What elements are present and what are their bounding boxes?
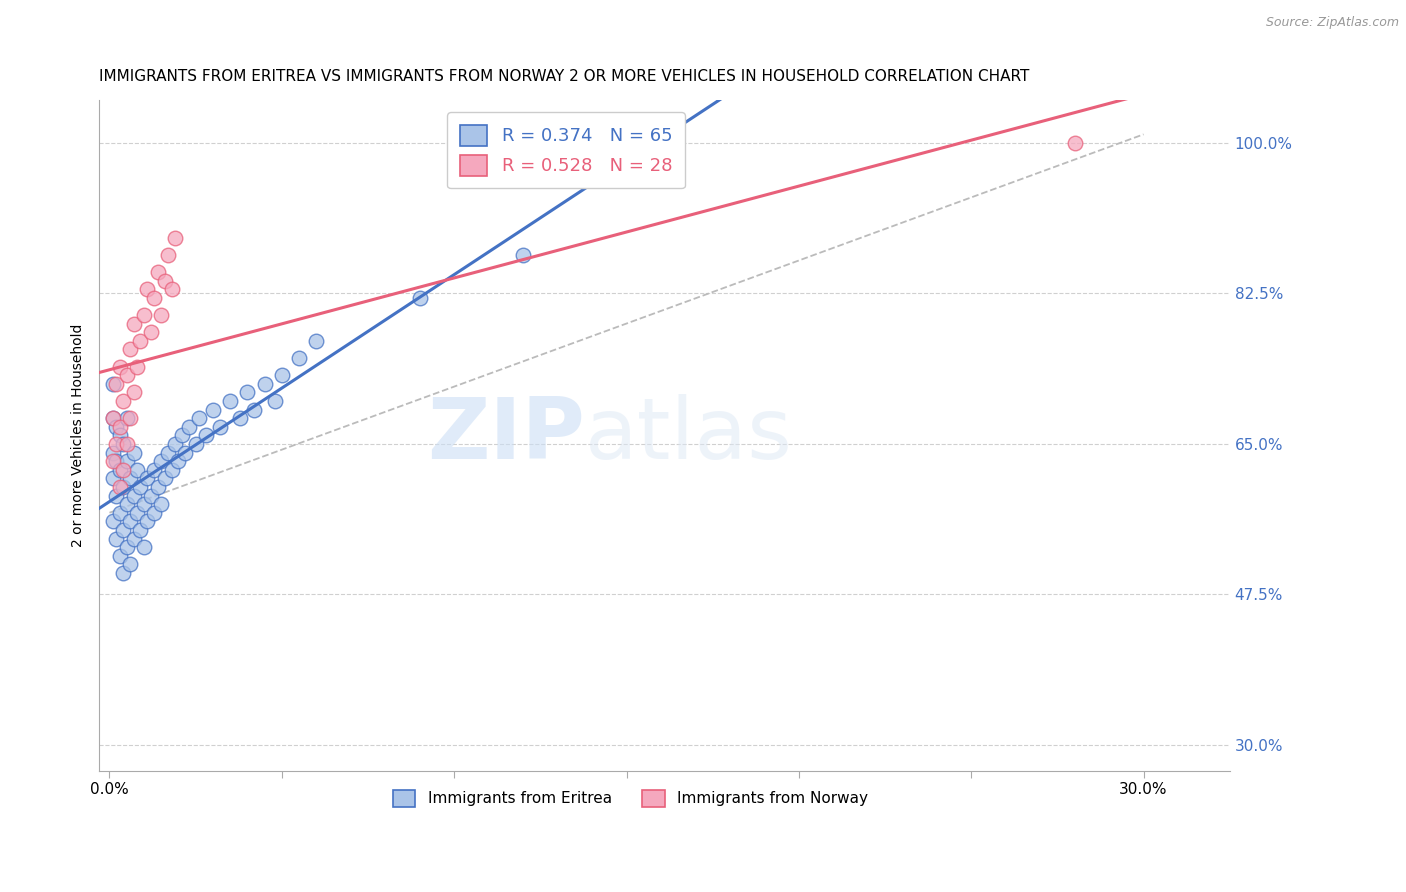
- Point: [150, 308, 173, 322]
- Point: [136, 514, 159, 528]
- Point: [143, 506, 166, 520]
- Point: [105, 532, 128, 546]
- Point: [115, 437, 138, 451]
- Point: [122, 532, 145, 546]
- Point: [105, 454, 128, 468]
- Point: [153, 274, 176, 288]
- Point: [163, 230, 186, 244]
- Point: [122, 385, 145, 400]
- Point: [129, 480, 152, 494]
- Point: [120, 411, 142, 425]
- Point: [108, 419, 131, 434]
- Point: [253, 376, 276, 391]
- Point: [101, 411, 124, 425]
- Point: [174, 445, 197, 459]
- Point: [108, 359, 131, 374]
- Point: [177, 419, 200, 434]
- Point: [108, 428, 131, 442]
- Point: [112, 463, 135, 477]
- Point: [120, 471, 142, 485]
- Text: atlas: atlas: [585, 394, 793, 477]
- Point: [101, 445, 124, 459]
- Text: IMMIGRANTS FROM ERITREA VS IMMIGRANTS FROM NORWAY 2 OR MORE VEHICLES IN HOUSEHOL: IMMIGRANTS FROM ERITREA VS IMMIGRANTS FR…: [100, 69, 1029, 84]
- Point: [136, 471, 159, 485]
- Point: [120, 558, 142, 572]
- Point: [150, 497, 173, 511]
- Point: [129, 334, 152, 348]
- Point: [125, 463, 148, 477]
- Point: [122, 489, 145, 503]
- Point: [108, 549, 131, 563]
- Point: [188, 411, 211, 425]
- Point: [136, 282, 159, 296]
- Point: [115, 497, 138, 511]
- Point: [122, 317, 145, 331]
- Point: [101, 514, 124, 528]
- Point: [146, 480, 169, 494]
- Point: [105, 437, 128, 451]
- Point: [146, 265, 169, 279]
- Point: [163, 437, 186, 451]
- Point: [157, 248, 180, 262]
- Point: [143, 463, 166, 477]
- Point: [105, 419, 128, 434]
- Legend: Immigrants from Eritrea, Immigrants from Norway: Immigrants from Eritrea, Immigrants from…: [387, 783, 875, 814]
- Point: [270, 368, 292, 383]
- Point: [120, 343, 142, 357]
- Point: [184, 437, 207, 451]
- Point: [236, 385, 259, 400]
- Y-axis label: 2 or more Vehicles in Household: 2 or more Vehicles in Household: [72, 324, 86, 547]
- Point: [115, 540, 138, 554]
- Point: [108, 480, 131, 494]
- Point: [101, 411, 124, 425]
- Text: ZIP: ZIP: [427, 394, 585, 477]
- Point: [132, 540, 155, 554]
- Point: [219, 393, 242, 408]
- Point: [132, 497, 155, 511]
- Point: [101, 376, 124, 391]
- Point: [243, 402, 266, 417]
- Point: [112, 480, 135, 494]
- Point: [195, 428, 218, 442]
- Point: [512, 248, 534, 262]
- Point: [122, 445, 145, 459]
- Point: [264, 393, 287, 408]
- Point: [160, 463, 183, 477]
- Point: [115, 368, 138, 383]
- Point: [139, 325, 162, 339]
- Point: [112, 566, 135, 580]
- Text: Source: ZipAtlas.com: Source: ZipAtlas.com: [1265, 16, 1399, 29]
- Point: [1063, 136, 1085, 150]
- Point: [208, 419, 231, 434]
- Point: [105, 489, 128, 503]
- Point: [101, 471, 124, 485]
- Point: [115, 411, 138, 425]
- Point: [129, 523, 152, 537]
- Point: [409, 291, 432, 305]
- Point: [160, 282, 183, 296]
- Point: [112, 523, 135, 537]
- Point: [167, 454, 190, 468]
- Point: [112, 393, 135, 408]
- Point: [120, 514, 142, 528]
- Point: [132, 308, 155, 322]
- Point: [201, 402, 224, 417]
- Point: [139, 489, 162, 503]
- Point: [153, 471, 176, 485]
- Point: [305, 334, 328, 348]
- Point: [288, 351, 311, 365]
- Point: [115, 454, 138, 468]
- Point: [229, 411, 252, 425]
- Point: [108, 506, 131, 520]
- Point: [143, 291, 166, 305]
- Point: [125, 359, 148, 374]
- Point: [112, 437, 135, 451]
- Point: [101, 454, 124, 468]
- Point: [108, 463, 131, 477]
- Point: [125, 506, 148, 520]
- Point: [170, 428, 193, 442]
- Point: [105, 376, 128, 391]
- Point: [157, 445, 180, 459]
- Point: [150, 454, 173, 468]
